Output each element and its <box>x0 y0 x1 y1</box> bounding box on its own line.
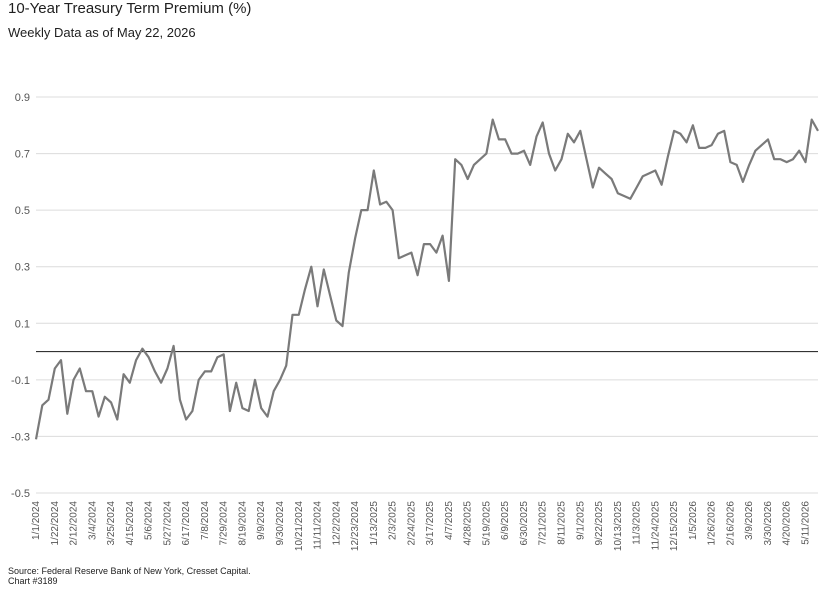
source-text: Source: Federal Reserve Bank of New York… <box>8 566 251 576</box>
x-tick-label: 2/3/2025 <box>388 501 399 540</box>
x-tick-label: 9/9/2024 <box>256 501 267 540</box>
x-tick-label: 4/28/2025 <box>463 501 474 546</box>
x-tick-label: 12/15/2025 <box>669 501 680 551</box>
x-tick-label: 11/3/2025 <box>632 501 643 545</box>
x-tick-label: 5/6/2024 <box>144 501 155 540</box>
x-tick-label: 2/16/2026 <box>725 501 736 546</box>
x-tick-label: 6/9/2025 <box>500 501 511 540</box>
chart-title: 10-Year Treasury Term Premium (%) <box>8 0 252 17</box>
x-tick-label: 2/12/2024 <box>69 501 80 546</box>
x-tick-label: 1/26/2026 <box>707 501 718 546</box>
x-tick-label: 3/9/2026 <box>744 501 755 540</box>
x-tick-label: 5/27/2024 <box>162 501 173 546</box>
x-tick-label: 6/30/2025 <box>519 501 530 546</box>
y-tick-label: 0.7 <box>15 149 30 161</box>
x-tick-label: 2/24/2025 <box>406 501 417 546</box>
y-tick-label: 0.5 <box>15 205 30 217</box>
x-tick-label: 7/21/2025 <box>538 501 549 546</box>
x-tick-label: 10/13/2025 <box>613 501 624 551</box>
x-tick-label: 1/5/2026 <box>688 501 699 540</box>
x-tick-label: 11/24/2025 <box>650 501 661 551</box>
x-tick-label: 5/11/2026 <box>800 501 811 545</box>
x-tick-label: 3/30/2026 <box>763 501 774 546</box>
x-tick-label: 1/13/2025 <box>369 501 380 546</box>
chart-subtitle: Weekly Data as of May 22, 2026 <box>8 25 196 40</box>
x-tick-label: 9/22/2025 <box>594 501 605 546</box>
y-tick-label: 0.1 <box>15 318 30 330</box>
x-tick-label: 4/20/2026 <box>782 501 793 546</box>
series-line <box>34 118 819 440</box>
x-tick-label: 1/22/2024 <box>50 501 61 546</box>
x-tick-label: 3/17/2025 <box>425 501 436 546</box>
x-tick-label: 4/15/2024 <box>125 501 136 546</box>
y-tick-label: 0.3 <box>15 262 30 274</box>
y-tick-label: -0.1 <box>11 375 30 387</box>
x-tick-label: 12/2/2024 <box>331 501 342 546</box>
x-tick-label: 3/25/2024 <box>106 501 117 546</box>
x-tick-label: 9/30/2024 <box>275 501 286 546</box>
x-tick-label: 5/19/2025 <box>481 501 492 546</box>
x-tick-label: 11/11/2024 <box>313 501 324 550</box>
x-tick-label: 7/8/2024 <box>200 501 211 540</box>
y-tick-label: -0.3 <box>11 431 30 443</box>
x-tick-label: 3/4/2024 <box>87 501 98 540</box>
x-tick-label: 8/11/2025 <box>557 501 568 545</box>
y-tick-label: 0.9 <box>15 92 30 104</box>
x-tick-label: 8/19/2024 <box>237 501 248 546</box>
x-tick-label: 7/29/2024 <box>219 501 230 546</box>
x-tick-label: 9/1/2025 <box>575 501 586 540</box>
x-tick-label: 1/1/2024 <box>31 501 42 540</box>
chart-id: Chart #3189 <box>8 576 58 586</box>
x-tick-label: 10/21/2024 <box>294 501 305 551</box>
x-tick-label: 12/23/2024 <box>350 501 361 551</box>
x-tick-label: 4/7/2025 <box>444 501 455 540</box>
x-tick-label: 6/17/2024 <box>181 501 192 546</box>
y-tick-label: -0.5 <box>11 488 30 500</box>
source-note: Source: Federal Reserve Bank of New York… <box>8 566 251 586</box>
